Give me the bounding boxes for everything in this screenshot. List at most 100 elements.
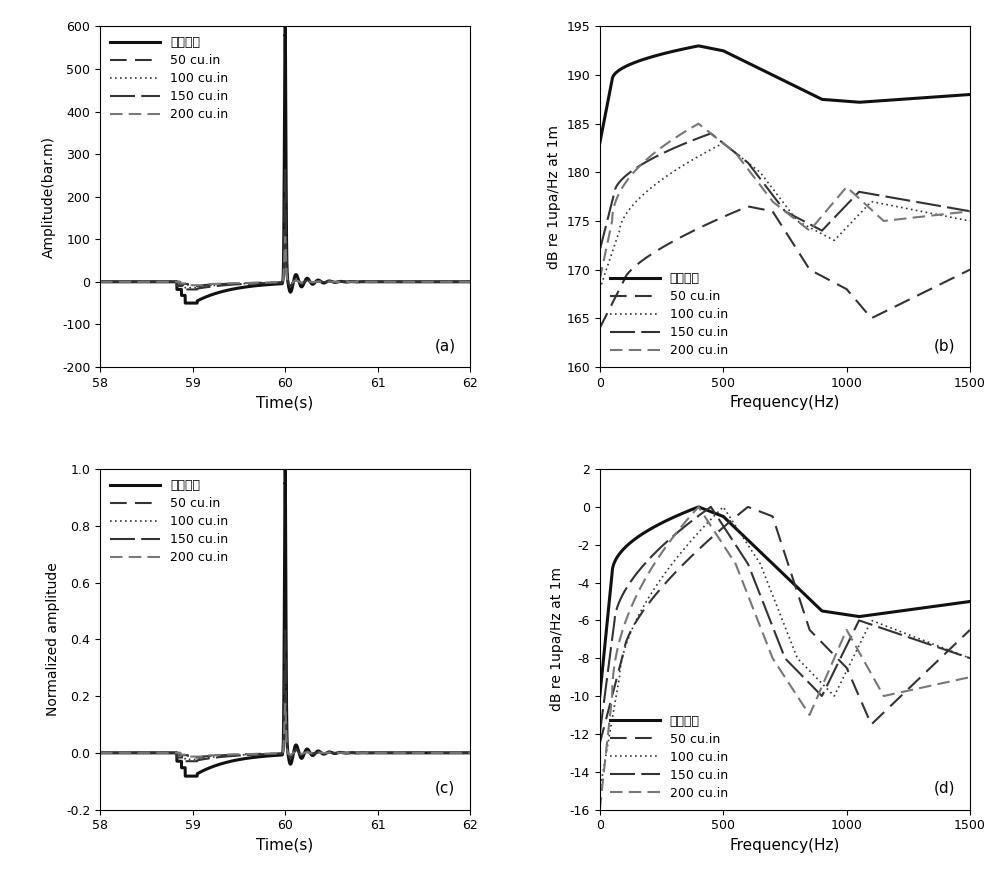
组合激发 — [917, 603, 929, 613]
Line: 组合激发: 组合激发 — [100, 469, 470, 776]
50 cu.in — [742, 502, 754, 512]
50 cu.in — [445, 276, 457, 287]
组合激发 — [636, 55, 648, 65]
组合激发 — [275, 278, 287, 289]
组合激发 — [658, 517, 670, 527]
100 cu.in — [957, 650, 969, 661]
200 cu.in — [279, 231, 291, 242]
Line: 200 cu.in: 200 cu.in — [600, 124, 970, 279]
200 cu.in — [275, 748, 287, 759]
100 cu.in — [464, 748, 476, 759]
50 cu.in — [917, 670, 929, 680]
100 cu.in — [445, 748, 457, 759]
150 cu.in — [636, 159, 648, 170]
200 cu.in — [464, 748, 476, 759]
100 cu.in — [658, 569, 670, 580]
50 cu.in — [957, 268, 969, 278]
100 cu.in — [167, 748, 179, 759]
200 cu.in — [279, 699, 291, 709]
150 cu.in — [658, 539, 670, 550]
200 cu.in — [167, 276, 179, 287]
200 cu.in — [917, 682, 929, 693]
100 cu.in — [636, 190, 648, 201]
150 cu.in — [917, 198, 929, 209]
组合激发 — [116, 748, 128, 759]
200 cu.in — [636, 158, 648, 169]
50 cu.in — [275, 277, 287, 288]
组合激发 — [94, 748, 106, 759]
150 cu.in — [279, 165, 291, 175]
50 cu.in — [964, 264, 976, 275]
组合激发 — [636, 529, 648, 539]
组合激发 — [917, 92, 929, 103]
200 cu.in — [736, 575, 748, 585]
150 cu.in — [705, 502, 717, 512]
Line: 100 cu.in: 100 cu.in — [600, 143, 970, 290]
Line: 100 cu.in: 100 cu.in — [600, 507, 970, 790]
50 cu.in — [917, 288, 929, 298]
Y-axis label: dB re 1upa/Hz at 1m: dB re 1upa/Hz at 1m — [547, 125, 561, 268]
Line: 200 cu.in: 200 cu.in — [100, 237, 470, 285]
组合激发 — [658, 48, 670, 59]
100 cu.in — [109, 748, 121, 759]
50 cu.in — [182, 281, 194, 291]
组合激发 — [752, 62, 764, 73]
100 cu.in — [94, 748, 106, 759]
200 cu.in — [445, 276, 457, 287]
Line: 150 cu.in: 150 cu.in — [100, 170, 470, 290]
50 cu.in — [167, 748, 179, 759]
100 cu.in — [179, 282, 191, 293]
组合激发 — [693, 40, 705, 51]
组合激发 — [279, 17, 291, 27]
200 cu.in — [752, 615, 764, 626]
50 cu.in — [957, 632, 969, 642]
200 cu.in — [964, 206, 976, 216]
组合激发 — [445, 748, 457, 759]
100 cu.in — [109, 276, 121, 287]
100 cu.in — [94, 276, 106, 287]
200 cu.in — [736, 156, 748, 166]
200 cu.in — [109, 276, 121, 287]
100 cu.in — [96, 276, 108, 287]
150 cu.in — [109, 276, 121, 287]
组合激发 — [964, 597, 976, 607]
150 cu.in — [752, 171, 764, 181]
200 cu.in — [445, 748, 457, 759]
50 cu.in — [96, 276, 108, 287]
50 cu.in — [464, 276, 476, 287]
150 cu.in — [94, 748, 106, 759]
组合激发 — [594, 691, 606, 701]
组合激发 — [957, 90, 969, 100]
Text: (d): (d) — [934, 781, 955, 796]
Y-axis label: Amplitude(bar.m): Amplitude(bar.m) — [42, 136, 56, 258]
Text: (a): (a) — [434, 338, 455, 353]
Line: 150 cu.in: 150 cu.in — [100, 630, 470, 761]
100 cu.in — [717, 138, 729, 149]
Line: 组合激发: 组合激发 — [100, 22, 470, 303]
组合激发 — [752, 545, 764, 555]
150 cu.in — [167, 276, 179, 287]
组合激发 — [964, 89, 976, 99]
50 cu.in — [636, 607, 648, 618]
50 cu.in — [167, 276, 179, 287]
50 cu.in — [96, 748, 108, 759]
50 cu.in — [109, 748, 121, 759]
50 cu.in — [94, 748, 106, 759]
100 cu.in — [594, 284, 606, 295]
50 cu.in — [464, 748, 476, 759]
150 cu.in — [705, 128, 717, 139]
150 cu.in — [177, 284, 189, 295]
50 cu.in — [964, 625, 976, 635]
200 cu.in — [167, 748, 179, 759]
Line: 50 cu.in: 50 cu.in — [100, 228, 470, 286]
组合激发 — [693, 502, 705, 512]
50 cu.in — [736, 507, 748, 517]
100 cu.in — [464, 276, 476, 287]
组合激发 — [957, 598, 969, 608]
Line: 100 cu.in: 100 cu.in — [100, 664, 470, 759]
100 cu.in — [736, 152, 748, 163]
Line: 150 cu.in: 150 cu.in — [600, 507, 970, 734]
200 cu.in — [96, 748, 108, 759]
150 cu.in — [464, 276, 476, 287]
组合激发 — [464, 276, 476, 287]
